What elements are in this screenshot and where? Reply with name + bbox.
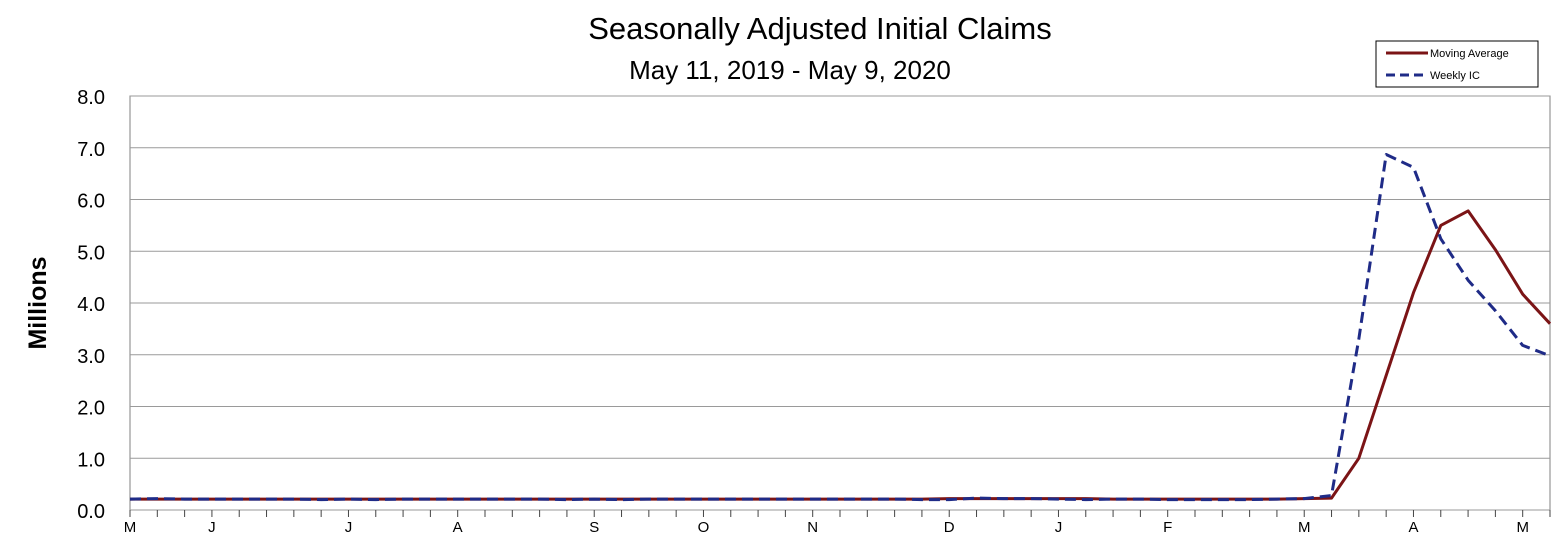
x-month-label: O	[698, 519, 710, 536]
legend: Moving Average Weekly IC	[1375, 40, 1539, 88]
y-axis-label: Millions	[24, 256, 52, 349]
y-tick-label: 2.0	[77, 398, 105, 420]
y-tick-label: 0.0	[77, 501, 105, 523]
legend-moving-average-label: Moving Average	[1430, 48, 1509, 60]
grid-lines	[130, 95, 1550, 511]
x-month-label: M	[1516, 519, 1529, 536]
weekly-ic-line	[129, 153, 1551, 502]
x-month-label: F	[1163, 519, 1172, 536]
y-tick-label: 4.0	[77, 294, 105, 316]
x-month-label: J	[345, 519, 353, 536]
legend-weekly-ic-label: Weekly IC	[1430, 70, 1480, 82]
series-lines	[129, 153, 1552, 502]
x-month-label: J	[1055, 519, 1063, 536]
chart-title: Seasonally Adjusted Initial Claims	[588, 11, 1052, 46]
chart-subtitle: May 11, 2019 - May 9, 2020	[629, 55, 951, 85]
x-month-label: N	[807, 519, 818, 536]
y-tick-label: 1.0	[77, 449, 105, 471]
legend-box	[1375, 40, 1539, 88]
x-month-label: M	[124, 519, 137, 536]
y-tick-label: 5.0	[77, 242, 105, 264]
x-month-label: J	[208, 519, 216, 536]
x-tick-marks	[129, 510, 1551, 517]
x-month-label: M	[1298, 519, 1311, 536]
y-tick-label: 8.0	[77, 87, 105, 109]
x-month-label: S	[589, 519, 599, 536]
x-month-label: A	[1408, 519, 1418, 536]
y-tick-label: 7.0	[77, 139, 105, 161]
y-tick-label: 6.0	[77, 191, 105, 213]
y-tick-label: 3.0	[77, 346, 105, 368]
x-month-label: A	[453, 519, 463, 536]
x-month-label: D	[944, 519, 955, 536]
y-tick-labels: 0.0 1.0 2.0 3.0 4.0 5.0 6.0 7.0 8.0	[77, 87, 105, 523]
